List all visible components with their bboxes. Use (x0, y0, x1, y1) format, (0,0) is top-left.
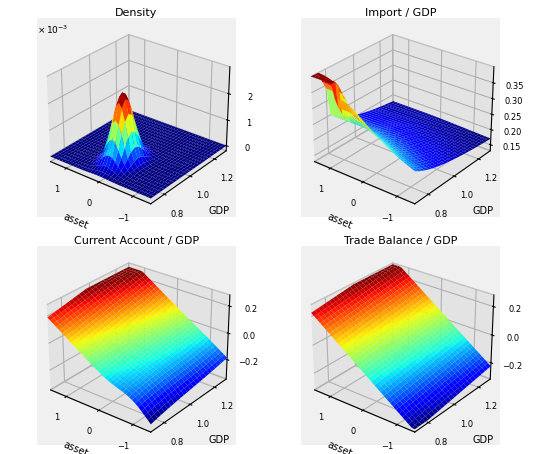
X-axis label: asset: asset (62, 212, 90, 231)
Text: $\times\,10^{-3}$: $\times\,10^{-3}$ (37, 24, 69, 36)
X-axis label: asset: asset (325, 212, 354, 231)
X-axis label: asset: asset (325, 440, 354, 454)
Y-axis label: GDP: GDP (473, 435, 494, 445)
Title: Current Account / GDP: Current Account / GDP (74, 237, 199, 247)
Title: Density: Density (115, 8, 158, 18)
Title: Import / GDP: Import / GDP (365, 8, 436, 18)
X-axis label: asset: asset (62, 440, 90, 454)
Y-axis label: GDP: GDP (209, 207, 230, 217)
Y-axis label: GDP: GDP (473, 207, 494, 217)
Title: Trade Balance / GDP: Trade Balance / GDP (344, 237, 457, 247)
Y-axis label: GDP: GDP (209, 435, 230, 445)
